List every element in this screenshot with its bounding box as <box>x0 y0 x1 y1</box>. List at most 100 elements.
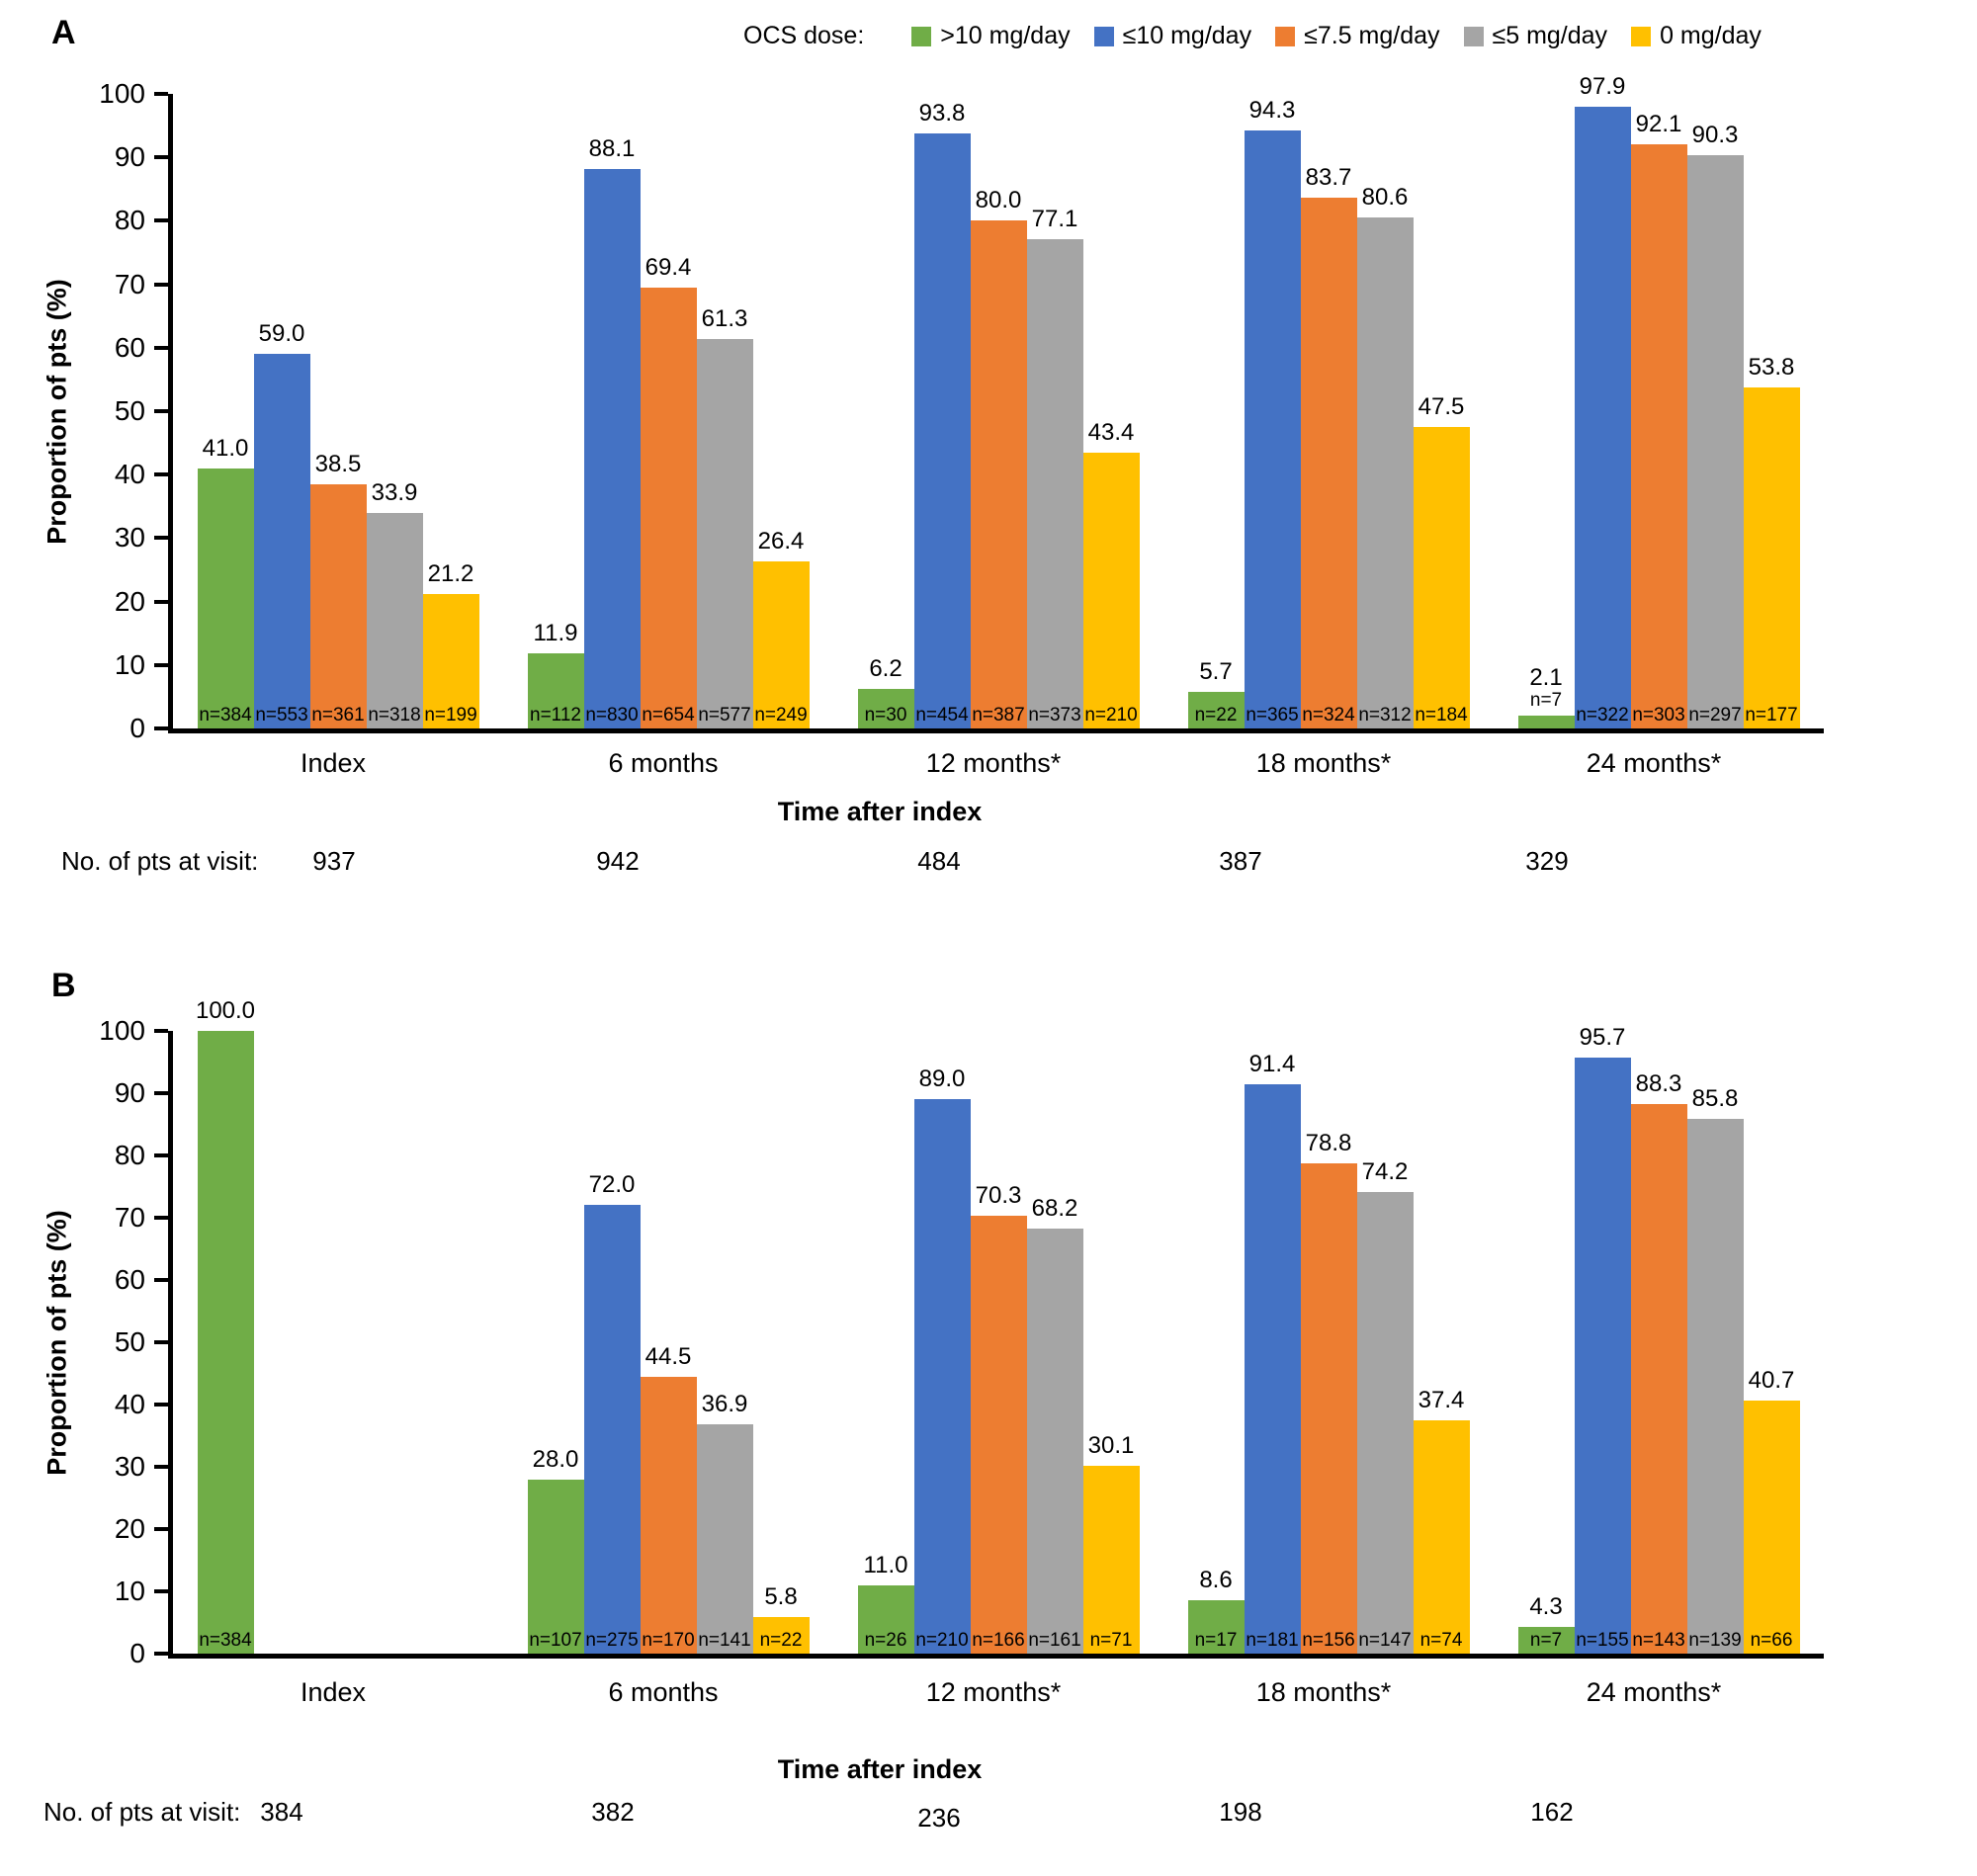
bar-value-label: 44.5 <box>645 1342 692 1370</box>
bar <box>422 593 479 728</box>
legend-swatch-icon <box>911 26 932 46</box>
bar-n-label: n=553 <box>255 705 308 725</box>
x-axis-category-label: 12 months* <box>925 748 1062 778</box>
y-axis-tick <box>154 345 168 350</box>
bar <box>1743 1400 1800 1654</box>
bar-n-label: n=161 <box>1028 1630 1081 1651</box>
x-axis-category-label: 18 months* <box>1255 1677 1392 1707</box>
y-axis-title-text: Proportion of pts (%) <box>42 278 72 545</box>
bar-value-label: 4.3 <box>1529 1592 1563 1620</box>
bar-value-label: 88.3 <box>1635 1069 1682 1097</box>
bar-value-label: 21.2 <box>427 559 474 587</box>
x-axis-title: Time after index <box>777 797 983 826</box>
bar <box>583 1205 641 1654</box>
bar-n-label: n=210 <box>915 1630 969 1651</box>
bar-value-label: 89.0 <box>918 1066 966 1093</box>
y-axis-tick-label: 0 <box>129 713 145 743</box>
bar-value-label: 80.6 <box>1361 183 1409 211</box>
y-axis-tick <box>154 1153 168 1157</box>
bar <box>1300 197 1357 728</box>
bar-n-label: n=324 <box>1302 705 1355 725</box>
plot-area-b: 0 10 20 30 40 50 60 70 80 90 100 100.0 n=384 28.0 n=10… <box>99 997 1824 1668</box>
bar-value-label: 94.3 <box>1248 96 1296 124</box>
bar <box>1356 1191 1414 1654</box>
bar <box>253 354 310 728</box>
legend-swatch-icon <box>1463 26 1484 46</box>
y-axis-tick-label: 50 <box>114 395 145 426</box>
legend-item-label: 0 mg/day <box>1660 22 1762 49</box>
y-axis-tick <box>154 1091 168 1095</box>
bar-value-label: 33.9 <box>371 479 418 507</box>
bar-n-label: n=303 <box>1632 705 1685 725</box>
y-axis-tick-label: 70 <box>114 1202 145 1233</box>
pts-at-visit-value: 942 <box>596 846 640 876</box>
x-axis-category-label: Index <box>300 748 367 778</box>
y-axis-tick <box>154 1589 168 1593</box>
x-axis-category-label: 12 months* <box>925 1677 1062 1707</box>
bar-value-label: 43.4 <box>1087 419 1135 447</box>
bar-n-label: n=384 <box>199 705 252 725</box>
bar-value-label: 93.8 <box>918 99 966 127</box>
bar-value-label: 11.0 <box>863 1551 908 1578</box>
pts-at-visit-label: No. of pts at visit: <box>61 846 259 876</box>
x-axis-category-label: 18 months* <box>1255 748 1392 778</box>
bar <box>309 483 367 728</box>
bar-value-label: 78.8 <box>1305 1129 1352 1156</box>
bar-value-label: 100.0 <box>195 997 256 1024</box>
bar <box>583 169 641 728</box>
y-axis-tick <box>154 282 168 287</box>
bar-value-label: 83.7 <box>1305 163 1352 191</box>
bar <box>1574 1058 1631 1654</box>
y-axis-tick <box>154 409 168 413</box>
pts-at-visit-value: 937 <box>312 846 356 876</box>
bar <box>1686 155 1744 728</box>
bar-value-label: 11.9 <box>533 619 578 646</box>
y-axis-tick <box>154 536 168 541</box>
bar-n-label: n=181 <box>1246 1630 1299 1651</box>
x-axis-category-label: 24 months* <box>1586 748 1722 778</box>
y-axis-tick-label: 10 <box>114 1576 145 1606</box>
bar <box>1630 143 1687 728</box>
bar <box>366 513 423 728</box>
pts-at-visit-value: 162 <box>1530 1797 1574 1827</box>
bar-value-label: 40.7 <box>1748 1366 1795 1394</box>
y-axis-tick <box>154 1340 168 1344</box>
bar-n-label: n=112 <box>530 705 581 725</box>
y-axis-tick-label: 20 <box>114 1513 145 1544</box>
bar-n-label: n=454 <box>915 705 969 725</box>
bar-n-label: n=166 <box>972 1630 1025 1651</box>
bar-value-label: 47.5 <box>1418 393 1465 421</box>
y-axis-tick-label: 90 <box>114 141 145 173</box>
y-axis-tick-label: 40 <box>114 1389 145 1419</box>
bar <box>696 339 753 728</box>
bar-value-label: 8.6 <box>1199 1566 1233 1593</box>
bar-n-label: n=22 <box>1194 705 1238 725</box>
plot-area-a: 0 10 20 30 40 50 60 70 80 90 100 41.0 n=384 59.0 n=553… <box>99 73 1824 743</box>
y-axis-tick <box>154 472 168 477</box>
bar-value-label: 41.0 <box>202 434 249 462</box>
bar <box>752 1617 810 1654</box>
y-axis-tick <box>154 155 168 160</box>
bar-value-label: 5.7 <box>1199 658 1233 686</box>
pts-at-visit-value: 329 <box>1525 846 1569 876</box>
x-axis-category-label: 6 months <box>608 1677 719 1707</box>
bar-n-label: n=74 <box>1419 1630 1463 1651</box>
bar-n-label: n=177 <box>1745 705 1798 725</box>
bar-n-label: n=139 <box>1688 1630 1742 1651</box>
bar-n-label: n=156 <box>1302 1630 1355 1651</box>
bar-n-label: n=249 <box>754 705 808 725</box>
bar <box>1187 1599 1245 1654</box>
bar <box>1686 1119 1744 1654</box>
bar-value-label: 91.4 <box>1248 1051 1296 1078</box>
bar-n-label: n=318 <box>368 705 421 725</box>
bar-value-label: 28.0 <box>532 1445 579 1473</box>
bar-n-label: n=7 <box>1529 689 1563 711</box>
bar <box>1082 1466 1140 1654</box>
bar-value-label: 36.9 <box>701 1390 748 1417</box>
bar-n-label: n=143 <box>1632 1630 1685 1651</box>
bar <box>1517 1626 1575 1654</box>
bar <box>970 220 1027 728</box>
pts-at-visit-label: No. of pts at visit: <box>43 1797 241 1827</box>
bar <box>1413 427 1470 728</box>
pts-at-visit-value: 198 <box>1219 1797 1262 1827</box>
